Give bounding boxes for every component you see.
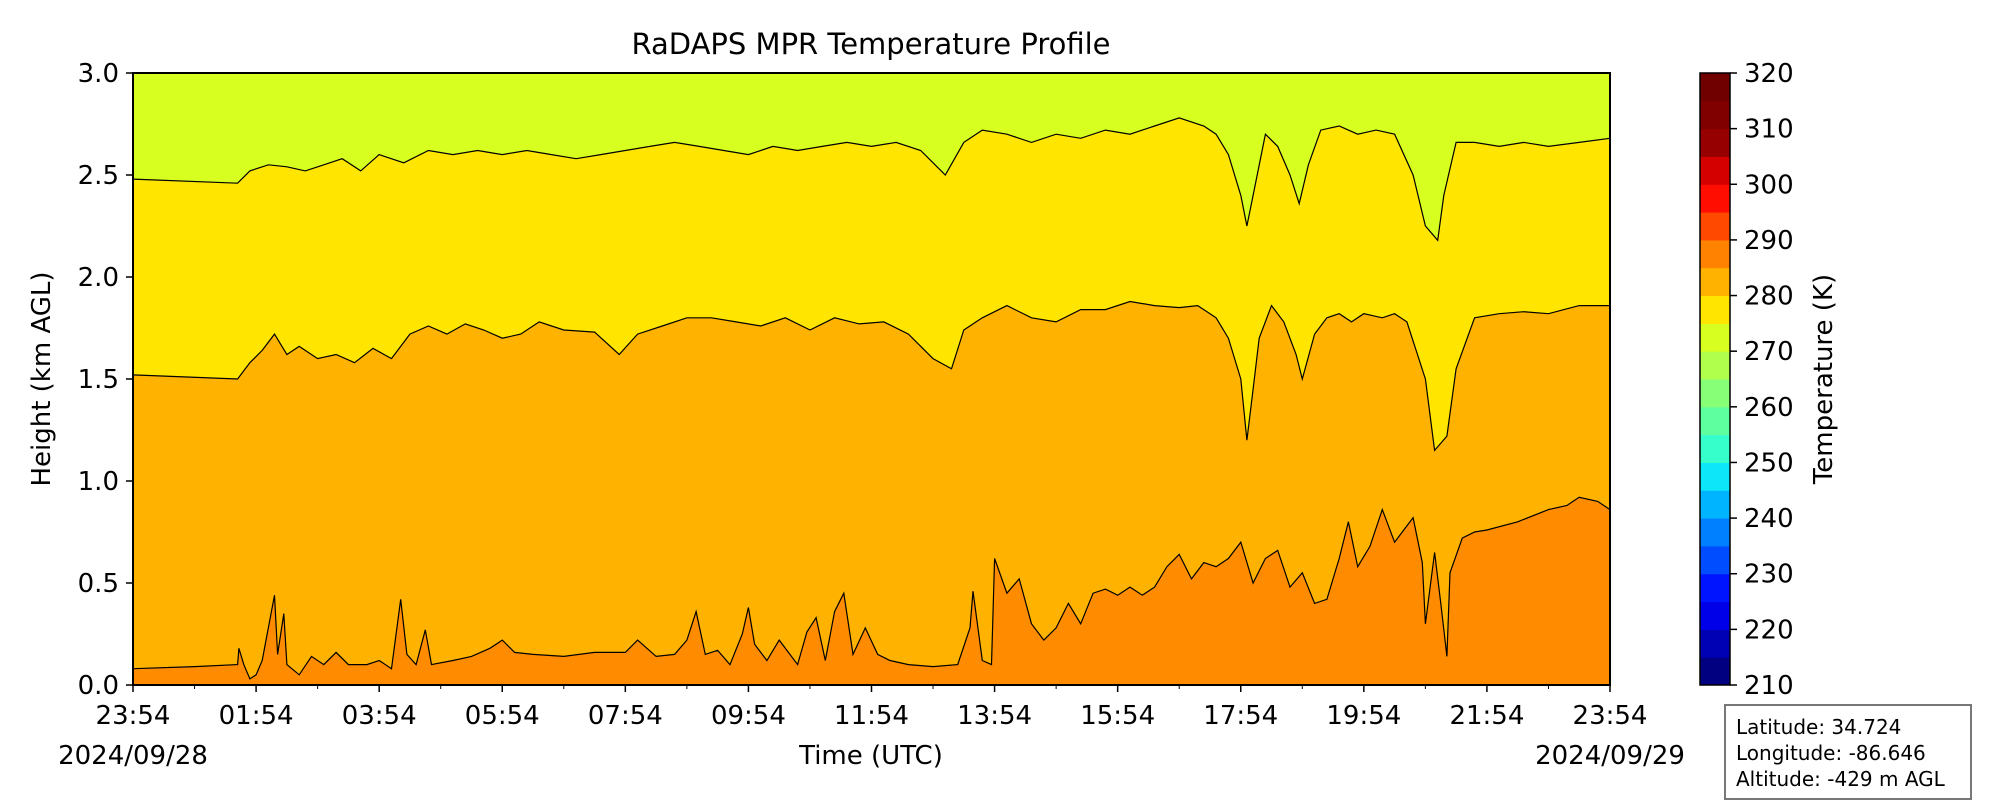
colorbar-tick-label: 300 (1744, 170, 1794, 200)
contour-290k (132, 496, 1611, 680)
x-tick-label: 09:54 (711, 701, 786, 731)
colorbar-cell (1700, 73, 1730, 102)
colorbar-frame (1699, 72, 1731, 686)
colorbar-label: Temperature (K) (1809, 274, 1839, 485)
colorbar-cell (1700, 212, 1730, 241)
x-tick-label: 17:54 (1203, 701, 1278, 731)
colorbar-cell (1700, 657, 1730, 686)
colorbar-cell (1700, 100, 1730, 130)
colorbar-cell (1700, 545, 1730, 575)
y-axis: 0.0 0.5 1.0 1.5 2.0 2.5 3.0 (78, 59, 133, 701)
x-tick-label: 19:54 (1326, 701, 1401, 731)
x-tick-label: 23:54 (1573, 701, 1648, 731)
contour-fill-layer (133, 73, 1610, 685)
colorbar-tick-label: 230 (1744, 560, 1794, 590)
colorbar-tick-label: 280 (1744, 282, 1794, 312)
x-tick-label: 05:54 (465, 701, 540, 731)
y-tick-label: 1.5 (78, 365, 119, 395)
y-tick-label: 2.5 (78, 161, 119, 191)
location-info-box: Latitude: 34.724 Longitude: -86.646 Alti… (1724, 704, 1972, 800)
y-tick-label: 0.5 (78, 569, 119, 599)
colorbar-cell (1700, 351, 1730, 380)
colorbar-tick-label: 220 (1744, 615, 1794, 645)
colorbar-tick-label: 260 (1744, 393, 1794, 423)
y-tick-label: 1.0 (78, 467, 119, 497)
colorbar-cell (1700, 239, 1730, 269)
x-tick-label: 07:54 (588, 701, 663, 731)
x-tick-label: 01:54 (219, 701, 294, 731)
colorbar-tick-label: 310 (1744, 115, 1794, 145)
y-tick-label: 3.0 (78, 59, 119, 89)
colorbar-cell (1700, 156, 1730, 185)
contour-line-layer (132, 117, 1611, 680)
colorbar: 210 220 230 240 250 260 270 280 290 300 310 320 Tem… (1699, 59, 1839, 701)
x-tick-label: 23:54 (96, 701, 171, 731)
colorbar-tick-label: 290 (1744, 226, 1794, 256)
x-tick-label: 03:54 (342, 701, 417, 731)
colorbar-tick-label: 240 (1744, 504, 1794, 534)
x-tick-label: 11:54 (834, 701, 909, 731)
start-date-label: 2024/09/28 (58, 741, 208, 771)
colorbar-cells (1700, 73, 1730, 686)
x-axis-label: Time (UTC) (798, 741, 943, 771)
band-275-280 (133, 73, 1610, 241)
longitude-text: Longitude: -86.646 (1736, 741, 1926, 765)
chart-title: RaDAPS MPR Temperature Profile (631, 27, 1110, 61)
y-tick-label: 0.0 (78, 671, 119, 701)
colorbar-cell (1700, 128, 1730, 157)
colorbar-cell (1700, 184, 1730, 213)
colorbar-cell (1700, 462, 1730, 491)
colorbar-cell (1700, 379, 1730, 408)
y-axis-label: Height (km AGL) (27, 271, 57, 486)
colorbar-cell (1700, 573, 1730, 603)
x-axis: 23:54 01:54 03:54 05:54 07:54 09:54 11:54 13:54… (96, 685, 1648, 731)
latitude-text: Latitude: 34.724 (1736, 715, 1902, 739)
altitude-text: Altitude: -429 m AGL (1736, 767, 1945, 791)
contour-280k (132, 117, 1611, 242)
x-tick-label: 13:54 (957, 701, 1032, 731)
colorbar-cell (1700, 490, 1730, 519)
colorbar-cell (1700, 323, 1730, 352)
colorbar-tick-label: 270 (1744, 337, 1794, 367)
x-tick-label: 21:54 (1449, 701, 1524, 731)
colorbar-cell (1700, 267, 1730, 297)
x-tick-label: 15:54 (1080, 701, 1155, 731)
colorbar-cell (1700, 629, 1730, 658)
colorbar-cell (1700, 434, 1730, 463)
colorbar-cell (1700, 518, 1730, 547)
plot-area (132, 72, 1611, 686)
y-tick-label: 2.0 (78, 263, 119, 293)
colorbar-cell (1700, 601, 1730, 630)
end-date-label: 2024/09/29 (1535, 741, 1685, 771)
colorbar-tick-label: 210 (1744, 671, 1794, 701)
colorbar-tick-label: 250 (1744, 448, 1794, 478)
colorbar-cell (1700, 406, 1730, 436)
colorbar-tick-label: 320 (1744, 59, 1794, 89)
colorbar-ticks: 210 220 230 240 250 260 270 280 290 300 310 320 (1730, 59, 1794, 701)
contour-285k (132, 300, 1610, 452)
colorbar-cell (1700, 295, 1730, 324)
